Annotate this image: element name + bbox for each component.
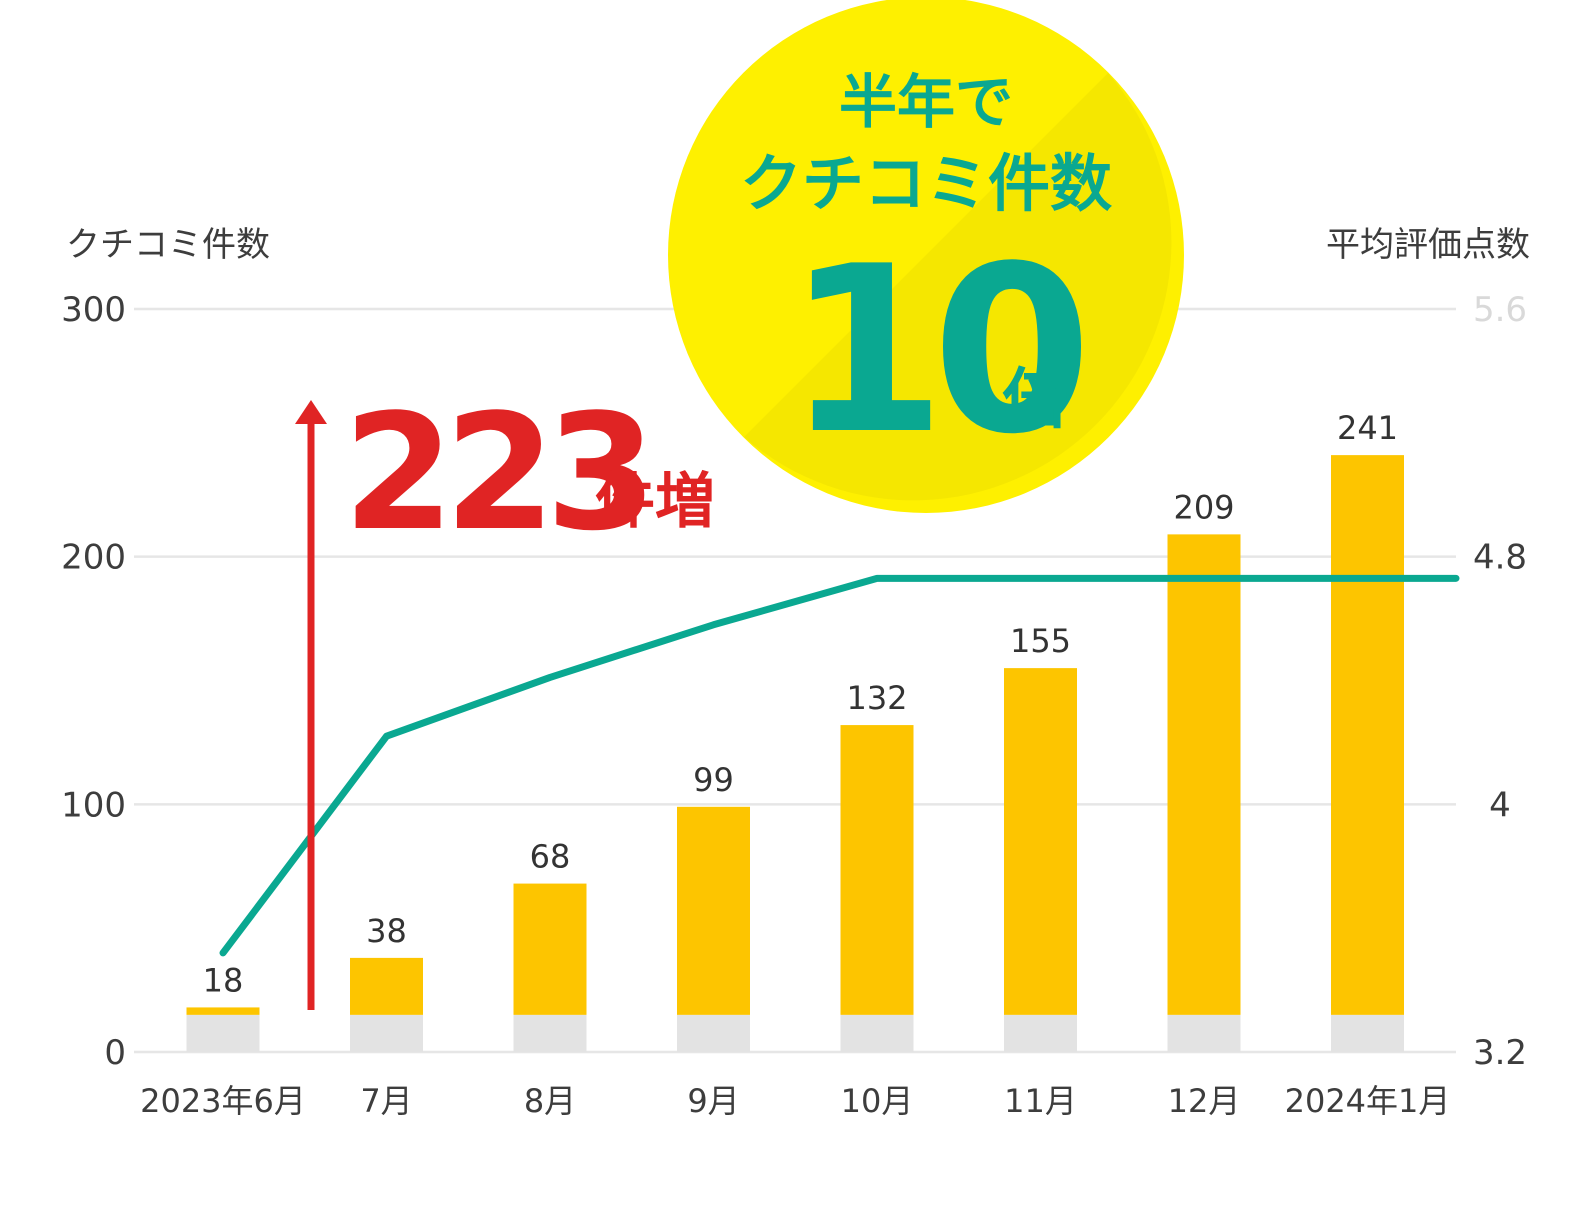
rating-line-layer bbox=[219, 574, 1460, 957]
badge-big-number: 10 bbox=[786, 218, 1082, 485]
badge-line2: クチコミ件数 bbox=[740, 147, 1112, 220]
up-arrow-icon bbox=[295, 400, 327, 424]
category-label: 9月 bbox=[687, 1082, 739, 1120]
bar bbox=[1331, 455, 1404, 1015]
category-label: 10月 bbox=[841, 1082, 914, 1120]
badge-circle bbox=[668, 0, 1184, 513]
right-tick-label: 4.8 bbox=[1473, 538, 1527, 578]
left-tick-label: 0 bbox=[104, 1033, 126, 1073]
highlight-badge: 半年で クチコミ件数 10 倍 bbox=[668, 0, 1184, 513]
category-label: 7月 bbox=[360, 1082, 412, 1120]
increase-annotation: 223 件増 bbox=[295, 379, 715, 1010]
right-tick-label: 3.2 bbox=[1473, 1033, 1527, 1073]
left-axis-title: クチコミ件数 bbox=[66, 225, 270, 265]
right-tick-label: 5.6 bbox=[1473, 290, 1527, 330]
axis-ticks: 0 100 200 300 3.2 4 4.8 5.6 bbox=[61, 290, 1527, 1073]
bar bbox=[1167, 534, 1241, 1015]
category-label: 12月 bbox=[1168, 1082, 1241, 1120]
right-axis-title: 平均評価点数 bbox=[1326, 225, 1530, 265]
bar-value-label: 18 bbox=[203, 961, 244, 999]
bar-baseline-segment bbox=[513, 1014, 587, 1052]
bars: 18 2023年6月 38 7月 68 8月 99 9月 132 10月 155 11月 209 12月 2… bbox=[140, 409, 1450, 1120]
bar-value-label: 209 bbox=[1173, 488, 1234, 526]
bar-value-label: 241 bbox=[1337, 409, 1398, 447]
bar bbox=[350, 957, 423, 1015]
increase-suffix: 件増 bbox=[595, 467, 715, 537]
bar bbox=[1004, 668, 1077, 1015]
bar-baseline-segment bbox=[1167, 1014, 1241, 1052]
badge-line1: 半年で bbox=[839, 68, 1013, 136]
left-tick-label: 200 bbox=[61, 538, 126, 578]
increase-value: 223 bbox=[343, 379, 647, 566]
category-label: 11月 bbox=[1004, 1082, 1077, 1120]
category-label: 8月 bbox=[524, 1082, 576, 1120]
left-tick-label: 300 bbox=[61, 290, 126, 330]
rating-line bbox=[219, 574, 1460, 957]
category-label: 2023年6月 bbox=[140, 1082, 306, 1120]
bar-baseline-segment bbox=[677, 1014, 750, 1052]
bar-value-label: 68 bbox=[530, 838, 571, 876]
category-label: 2024年1月 bbox=[1285, 1082, 1451, 1120]
bar-value-label: 155 bbox=[1010, 622, 1071, 660]
bar-baseline-segment bbox=[1331, 1014, 1404, 1052]
bar bbox=[677, 806, 750, 1015]
bar-baseline-segment bbox=[1004, 1014, 1077, 1052]
bar bbox=[513, 883, 587, 1015]
bar-baseline-segment bbox=[186, 1014, 260, 1052]
badge-suffix: 倍 bbox=[1002, 361, 1068, 438]
right-tick-label: 4 bbox=[1489, 785, 1511, 825]
bar-value-label: 99 bbox=[693, 761, 734, 799]
bar bbox=[186, 1007, 260, 1015]
bar-baseline-segment bbox=[350, 1014, 423, 1052]
left-tick-label: 100 bbox=[61, 785, 126, 825]
bar-baseline-segment bbox=[840, 1014, 914, 1052]
bar-value-label: 38 bbox=[366, 912, 407, 950]
bar-value-label: 132 bbox=[846, 679, 907, 717]
bar bbox=[840, 725, 914, 1015]
